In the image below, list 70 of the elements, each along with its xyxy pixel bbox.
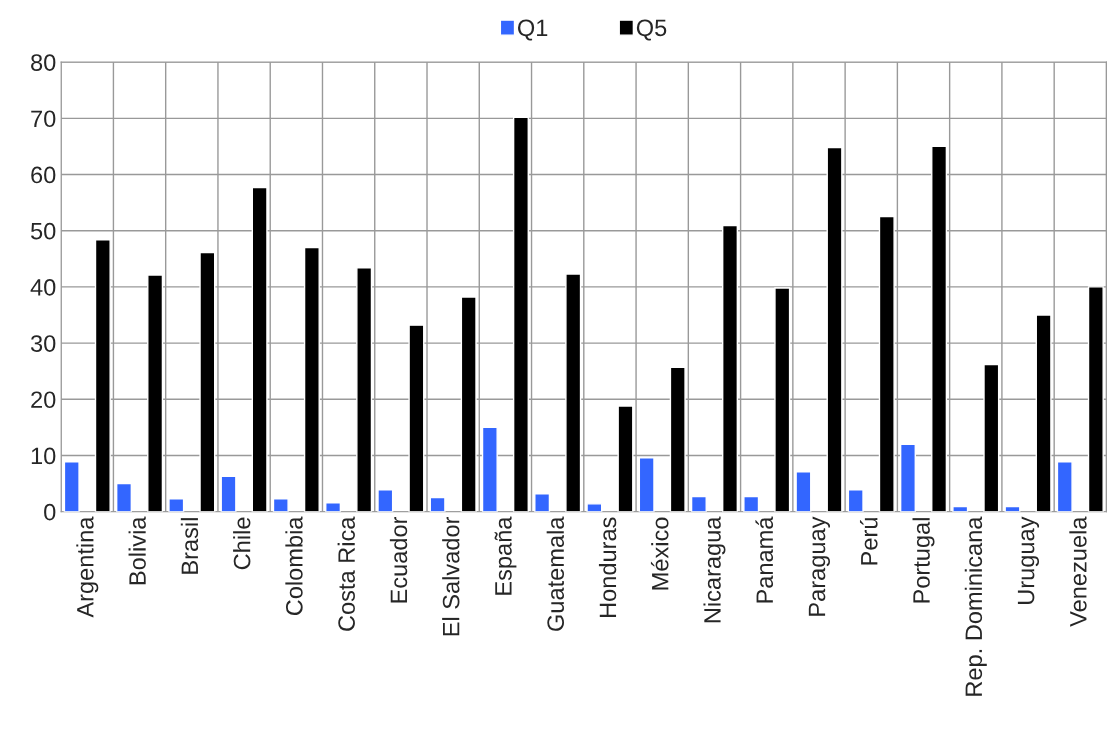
bar <box>512 116 529 512</box>
y-tick-label: 30 <box>30 335 56 352</box>
bar <box>774 287 791 512</box>
y-tick-label: 70 <box>31 110 56 128</box>
bar <box>94 239 111 512</box>
bar <box>565 273 582 512</box>
bar <box>377 489 394 512</box>
bar <box>899 443 916 512</box>
bar <box>408 324 425 512</box>
x-tick-label: Nicaragua <box>703 516 726 623</box>
x-tick-label: Paraguay <box>808 516 830 616</box>
y-tick-label: 0 <box>44 503 56 521</box>
bar <box>168 498 185 512</box>
x-tick-label: Brasil <box>180 518 199 574</box>
bar <box>63 460 80 512</box>
bar <box>795 471 812 512</box>
x-tick-label: España <box>494 516 517 595</box>
legend-label: Q5 <box>636 19 667 41</box>
x-tick-label: México <box>650 517 669 590</box>
bar <box>586 503 603 512</box>
y-tick-label: 80 <box>31 54 56 71</box>
y-tick-label: 60 <box>31 166 56 184</box>
bar <box>303 246 320 512</box>
bar <box>460 296 477 512</box>
bar <box>847 489 864 512</box>
bar <box>826 146 843 512</box>
bar <box>251 186 268 512</box>
x-tick-label: Perú <box>859 518 878 565</box>
legend-label: Q1 <box>518 19 548 41</box>
x-tick-label: Guatemala <box>546 516 565 631</box>
y-tick-label: 40 <box>30 278 56 296</box>
x-tick-label: Bolivia <box>128 516 146 585</box>
bar <box>878 215 895 512</box>
x-tick-label: Ecuador <box>389 516 408 603</box>
bar <box>325 502 342 512</box>
bar <box>743 495 760 512</box>
x-tick-label: Panamá <box>755 516 774 603</box>
x-tick-label: Chile <box>233 517 251 570</box>
bar <box>617 405 634 512</box>
x-tick-label: Venezuela <box>1069 516 1087 627</box>
x-tick-label: Honduras <box>598 517 617 617</box>
x-tick-label: Costa Rica <box>337 516 355 631</box>
bar <box>690 495 707 512</box>
bar <box>481 426 498 512</box>
x-tick-label: El Salvador <box>442 516 460 636</box>
x-tick-label: Uruguay <box>1017 516 1040 604</box>
bar <box>534 493 551 512</box>
y-tick-label: 20 <box>31 391 56 409</box>
y-tick-label: 50 <box>30 222 56 240</box>
bar <box>1056 460 1073 512</box>
bar <box>1087 286 1104 512</box>
bar <box>199 251 216 512</box>
x-tick-label: Argentina <box>76 516 99 618</box>
x-tick-label: Rep. Dominicana <box>964 516 987 696</box>
bar <box>147 274 164 512</box>
x-tick-label: Portugal <box>912 518 935 603</box>
y-tick-label: 10 <box>31 447 56 465</box>
x-tick-label: Colombia <box>285 516 303 616</box>
bar <box>220 475 237 512</box>
bar <box>638 457 655 512</box>
bar <box>931 145 948 512</box>
bar <box>356 267 373 512</box>
bar <box>1035 314 1052 512</box>
bar <box>429 496 446 512</box>
bar <box>721 224 739 512</box>
bar <box>1004 505 1021 512</box>
bar <box>669 366 686 512</box>
bar <box>115 482 133 512</box>
bar <box>983 363 1000 512</box>
bar <box>272 498 289 512</box>
